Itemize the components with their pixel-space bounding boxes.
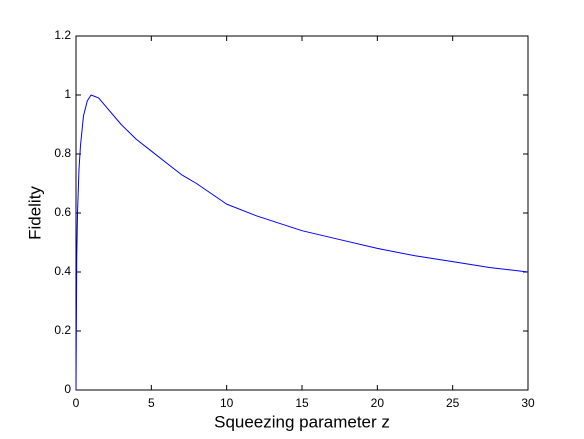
y-tick-label: 1 [64,87,71,101]
x-tick-label: 5 [148,396,155,410]
plot-frame [75,35,529,391]
y-tick-label: 0 [64,382,71,396]
y-axis-label: Fidelity [25,186,44,240]
x-axis-label: Squeezing parameter z [214,412,390,431]
x-tick-label: 25 [446,396,460,410]
y-tick-label: 0.4 [54,264,71,278]
data-line [75,94,529,391]
x-tick-label: 30 [521,396,535,410]
y-tick-label: 0.6 [54,205,71,219]
x-tick-label: 20 [371,396,385,410]
y-tick-label: 0.8 [54,146,71,160]
x-tick-label: 10 [220,396,234,410]
x-tick-label: 0 [73,396,80,410]
y-tick-label: 0.2 [54,323,71,337]
y-tick-label: 1.2 [54,28,71,42]
x-tick-label: 15 [295,396,309,410]
